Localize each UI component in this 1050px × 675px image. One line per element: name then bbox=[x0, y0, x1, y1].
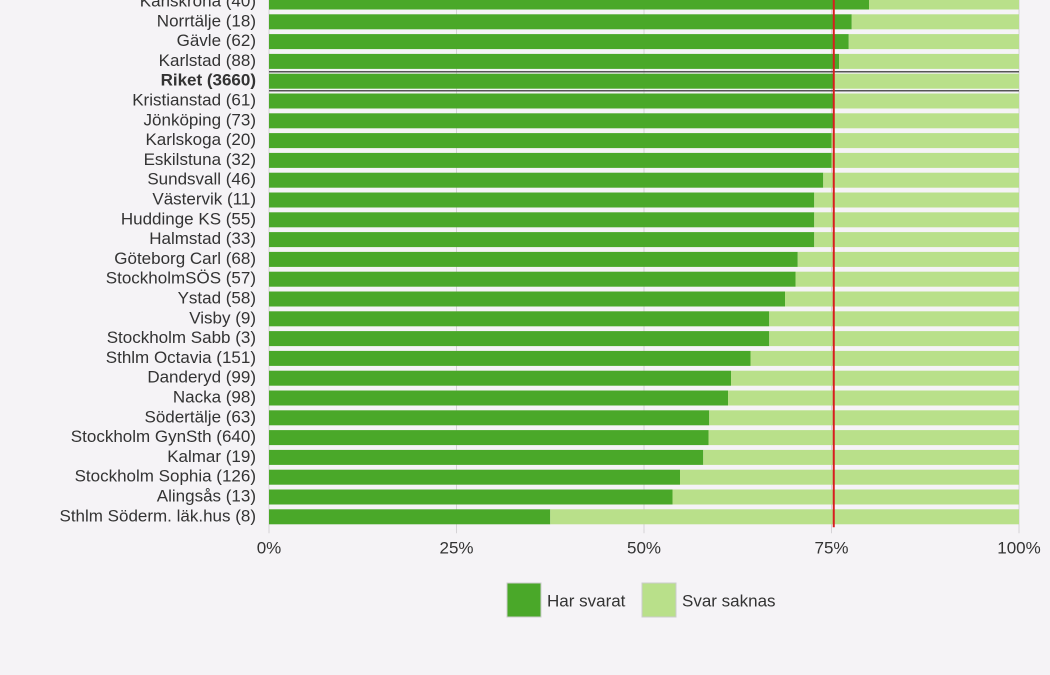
bar-segment bbox=[550, 509, 1019, 525]
bar-segment bbox=[269, 172, 824, 188]
bar-segment bbox=[269, 489, 673, 505]
bar-segment bbox=[269, 291, 785, 307]
y-tick-label: Karlskrona (40) bbox=[140, 0, 256, 10]
bar-segment bbox=[672, 489, 1019, 505]
y-tick-label: Visby (9) bbox=[189, 308, 256, 327]
bar-segment bbox=[797, 251, 1019, 267]
x-tick-label: 100% bbox=[997, 538, 1040, 557]
y-tick-label: Karlstad (88) bbox=[159, 51, 256, 70]
y-tick-label: Stockholm Sophia (126) bbox=[75, 467, 256, 486]
bar-segment bbox=[269, 331, 770, 347]
bar-segment bbox=[269, 271, 796, 287]
bar-segment bbox=[769, 311, 1019, 327]
y-tick-label: Södertälje (63) bbox=[144, 407, 256, 426]
bar-segment bbox=[269, 0, 869, 10]
bar-segment bbox=[833, 93, 1019, 109]
bar-segment bbox=[269, 14, 852, 30]
bar-segment bbox=[269, 449, 704, 465]
x-tick-label: 0% bbox=[257, 538, 282, 557]
y-tick-label: Sthlm Octavia (151) bbox=[106, 348, 256, 367]
y-tick-label: Kalmar (19) bbox=[167, 447, 256, 466]
bar-segment bbox=[731, 370, 1019, 386]
bar-segment bbox=[269, 192, 815, 208]
legend-swatch bbox=[506, 582, 542, 618]
y-tick-label: Gävle (62) bbox=[177, 31, 256, 50]
y-tick-label: Göteborg Carl (68) bbox=[114, 249, 256, 268]
bar-segment bbox=[269, 251, 798, 267]
bar-segment bbox=[269, 152, 832, 168]
y-tick-label: Sundsvall (46) bbox=[147, 170, 256, 189]
bar-segment bbox=[269, 390, 728, 406]
bar-segment bbox=[839, 53, 1019, 69]
y-tick-label: Riket (3660) bbox=[161, 71, 256, 90]
bar-segment bbox=[814, 212, 1019, 228]
bar-segment bbox=[848, 34, 1019, 50]
y-tick-label: Huddinge KS (55) bbox=[121, 209, 256, 228]
legend-swatch bbox=[641, 582, 677, 618]
y-tick-label: Västervik (11) bbox=[152, 189, 256, 208]
bar-segment bbox=[851, 14, 1019, 30]
bar-segment bbox=[823, 172, 1019, 188]
bar-segment bbox=[269, 350, 751, 366]
y-tick-label: Stockholm Sabb (3) bbox=[107, 328, 256, 347]
y-tick-label: Ystad (58) bbox=[178, 288, 256, 307]
y-tick-label: Eskilstuna (32) bbox=[144, 150, 256, 169]
y-tick-label: StockholmSÖS (57) bbox=[106, 269, 256, 288]
bar-segment bbox=[831, 152, 1019, 168]
bar-segment bbox=[269, 133, 832, 149]
legend-label: Svar saknas bbox=[682, 591, 776, 610]
bar-segment bbox=[750, 350, 1019, 366]
bar-segment bbox=[795, 271, 1019, 287]
bar-segment bbox=[728, 390, 1019, 406]
y-tick-label: Stockholm GynSth (640) bbox=[71, 427, 256, 446]
bar-segment bbox=[269, 113, 834, 129]
bar-segment bbox=[269, 370, 731, 386]
x-tick-label: 75% bbox=[814, 538, 848, 557]
bar-segment bbox=[269, 34, 849, 50]
bar-segment bbox=[769, 331, 1019, 347]
y-tick-label: Sthlm Söderm. läk.hus (8) bbox=[59, 506, 256, 525]
bar-segment bbox=[814, 192, 1019, 208]
bar-segment bbox=[814, 232, 1019, 248]
bar-segment bbox=[269, 469, 680, 485]
bar-segment bbox=[833, 113, 1019, 129]
bar-segment bbox=[269, 232, 815, 248]
x-tick-label: 50% bbox=[627, 538, 661, 557]
bar-segment bbox=[269, 93, 834, 109]
bar-segment bbox=[831, 133, 1019, 149]
y-tick-label: Halmstad (33) bbox=[149, 229, 256, 248]
bar-segment bbox=[269, 73, 834, 89]
bar-segment bbox=[269, 410, 710, 426]
y-tick-label: Danderyd (99) bbox=[147, 368, 256, 387]
bar-segment bbox=[269, 53, 839, 69]
bar-segment bbox=[269, 212, 815, 228]
x-tick-label: 25% bbox=[439, 538, 473, 557]
bar-segment bbox=[269, 311, 770, 327]
bar-segment bbox=[269, 509, 551, 525]
y-tick-label: Kristianstad (61) bbox=[132, 90, 256, 109]
y-tick-label: Nacka (98) bbox=[173, 387, 256, 406]
y-tick-label: Norrtälje (18) bbox=[157, 11, 256, 30]
legend-label: Har svarat bbox=[547, 591, 626, 610]
bar-segment bbox=[785, 291, 1019, 307]
bar-segment bbox=[708, 430, 1019, 446]
bar-segment bbox=[709, 410, 1019, 426]
bar-segment bbox=[833, 73, 1019, 89]
y-tick-label: Jönköping (73) bbox=[144, 110, 256, 129]
bar-segment bbox=[869, 0, 1019, 10]
y-tick-label: Karlskoga (20) bbox=[145, 130, 256, 149]
bar-segment bbox=[703, 449, 1019, 465]
bar-segment bbox=[680, 469, 1019, 485]
y-tick-label: Alingsås (13) bbox=[157, 486, 256, 505]
bar-segment bbox=[269, 430, 709, 446]
